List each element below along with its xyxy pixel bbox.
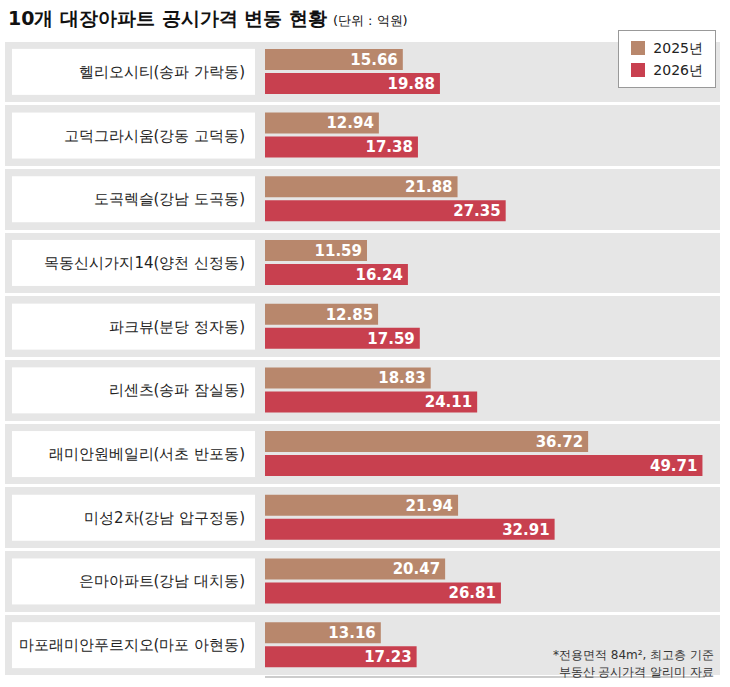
svg-text:15.66: 15.66 xyxy=(350,51,397,69)
svg-text:12.94: 12.94 xyxy=(326,114,373,132)
svg-text:17.38: 17.38 xyxy=(365,138,412,156)
svg-text:21.88: 21.88 xyxy=(405,178,452,196)
svg-text:32.91: 32.91 xyxy=(502,521,549,539)
svg-text:21.94: 21.94 xyxy=(406,497,453,515)
svg-text:목동신시가지14(양천 신정동): 목동신시가지14(양천 신정동) xyxy=(44,254,245,272)
svg-text:13.16: 13.16 xyxy=(328,624,375,642)
html-text:부동산 공시가격 알리미 자료: 부동산 공시가격 알리미 자료 xyxy=(558,665,714,679)
svg-text:20.47: 20.47 xyxy=(393,560,440,578)
svg-text:16.24: 16.24 xyxy=(355,266,402,284)
svg-text:미성2차(강남 압구정동): 미성2차(강남 압구정동) xyxy=(84,509,245,527)
svg-text:도곡렉슬(강남 도곡동): 도곡렉슬(강남 도곡동) xyxy=(94,190,245,208)
svg-text:11.59: 11.59 xyxy=(315,242,362,260)
svg-text:26.81: 26.81 xyxy=(448,584,495,602)
svg-text:은마아파트(강남 대치동): 은마아파트(강남 대치동) xyxy=(79,572,245,590)
html-text:*전용면적 84m², 최고층 기준: *전용면적 84m², 최고층 기준 xyxy=(553,648,714,662)
html-text:2025년: 2025년 xyxy=(653,40,703,56)
html-text:10개 대장아파트 공시가격 변동 현황 (단위 : 억원): 10개 대장아파트 공시가격 변동 현황 (단위 : 억원) xyxy=(8,7,408,29)
svg-text:36.72: 36.72 xyxy=(536,433,583,451)
svg-text:고덕그라시움(강동 고덕동): 고덕그라시움(강동 고덕동) xyxy=(64,127,245,145)
svg-text:헬리오시티(송파 가락동): 헬리오시티(송파 가락동) xyxy=(79,63,245,81)
svg-text:19.88: 19.88 xyxy=(387,75,434,93)
svg-text:27.35: 27.35 xyxy=(453,202,500,220)
svg-text:17.59: 17.59 xyxy=(367,330,414,348)
svg-text:12.85: 12.85 xyxy=(326,306,373,324)
svg-text:래미안원베일리(서초 반포동): 래미안원베일리(서초 반포동) xyxy=(49,445,245,463)
svg-text:파크뷰(분당 정자동): 파크뷰(분당 정자동) xyxy=(109,318,245,336)
svg-text:18.83: 18.83 xyxy=(378,369,425,387)
svg-text:리센츠(송파 잠실동): 리센츠(송파 잠실동) xyxy=(109,381,245,399)
svg-text:17.23: 17.23 xyxy=(364,648,411,666)
svg-text:24.11: 24.11 xyxy=(425,393,472,411)
html-text:2026년: 2026년 xyxy=(653,62,703,78)
svg-text:마포래미안푸르지오(마포 아현동): 마포래미안푸르지오(마포 아현동) xyxy=(19,636,245,654)
svg-text:49.71: 49.71 xyxy=(650,457,697,475)
